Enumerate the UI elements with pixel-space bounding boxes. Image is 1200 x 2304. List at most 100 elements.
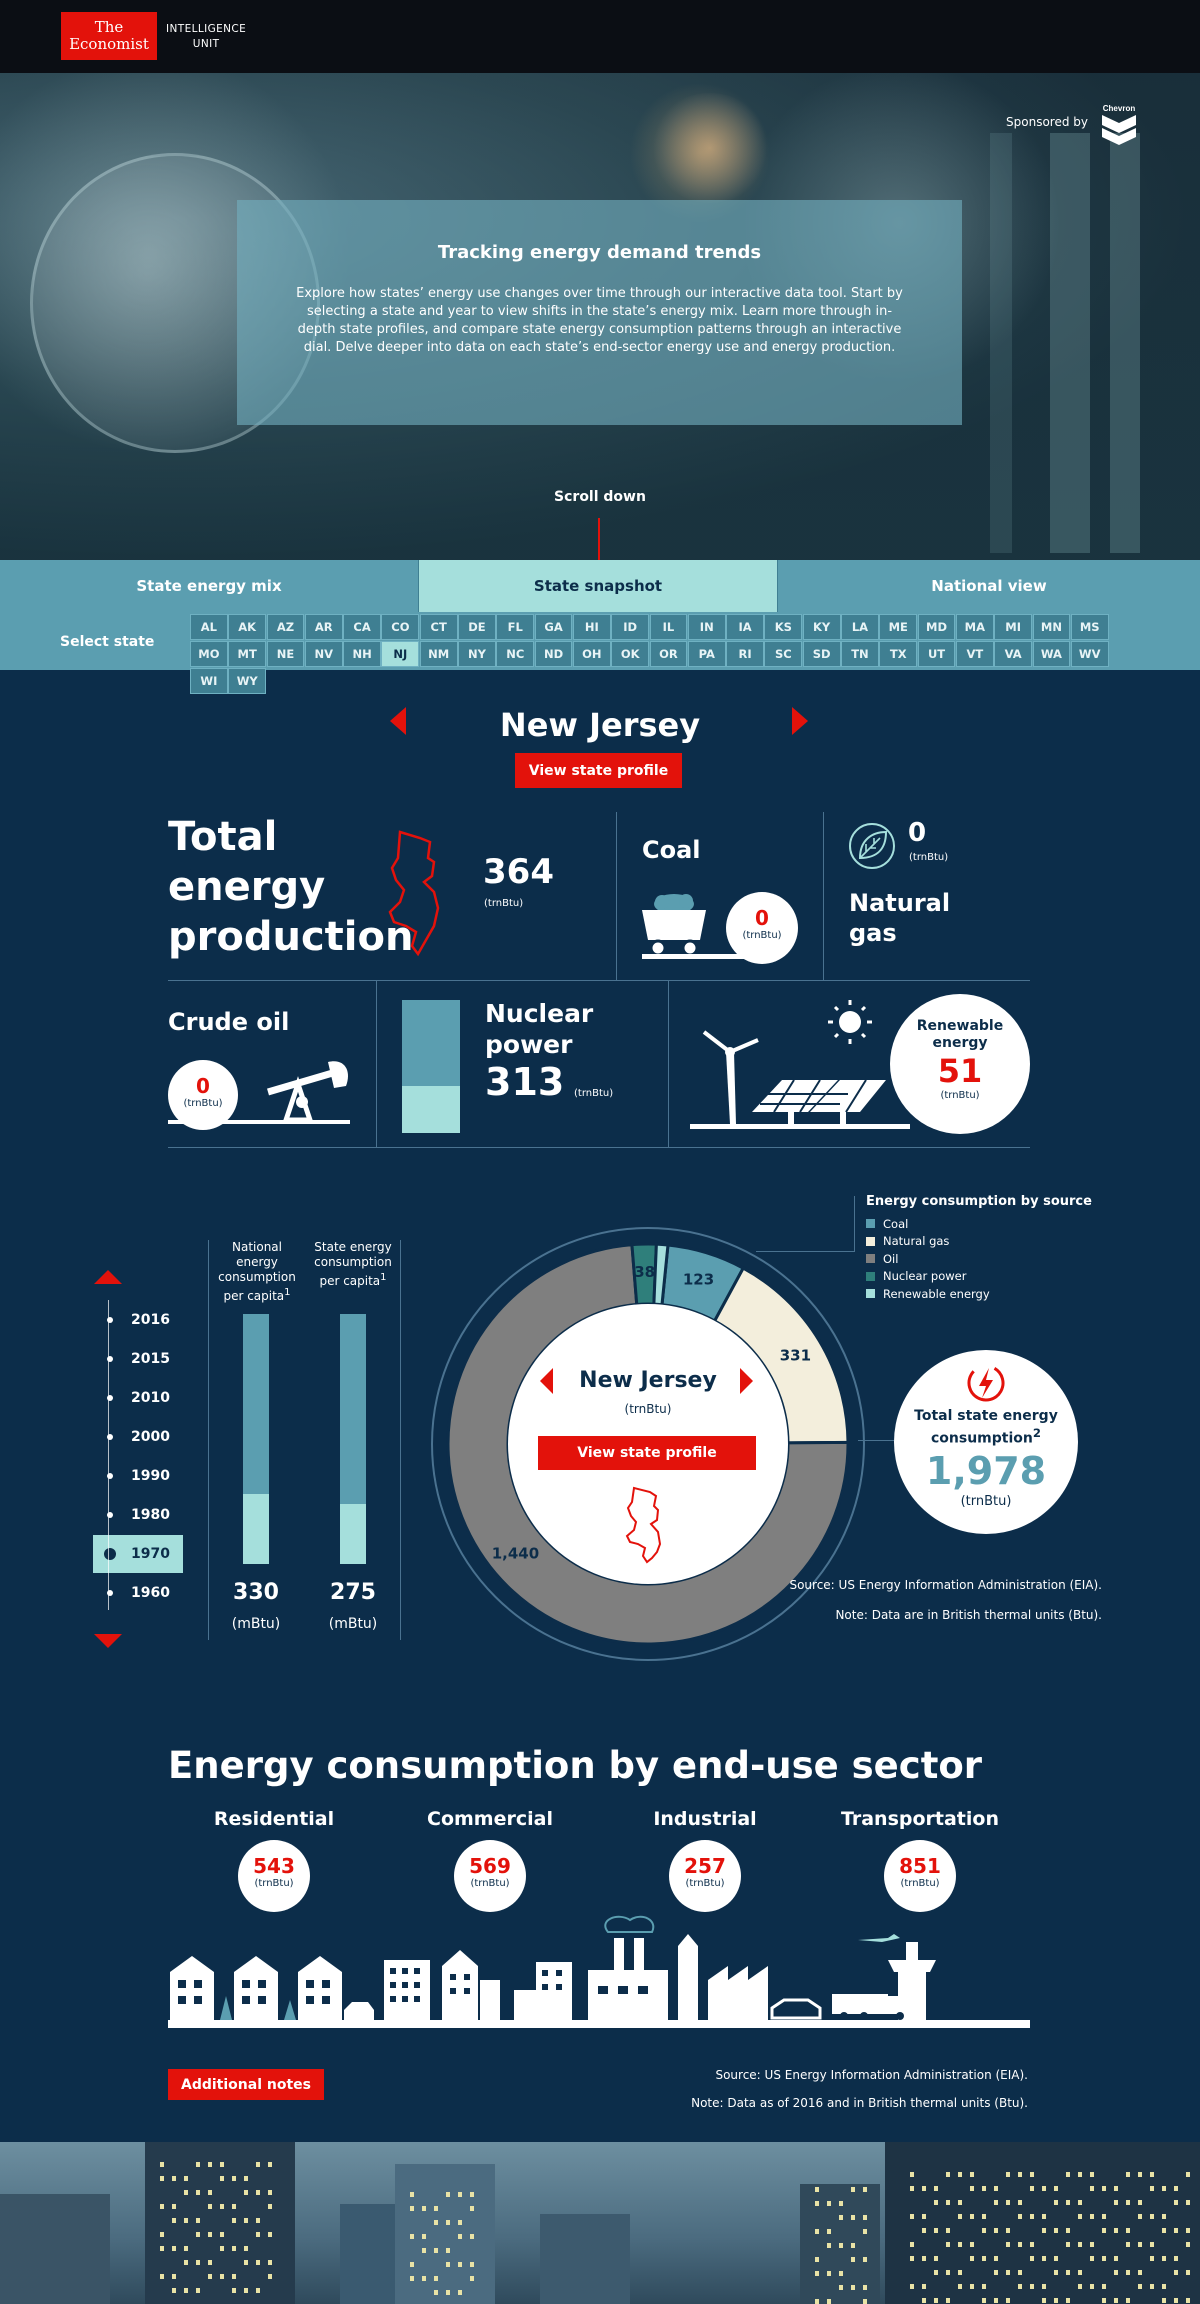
state-button-nd[interactable]: ND xyxy=(534,641,573,667)
dial-slice-label: 38 xyxy=(634,1263,655,1281)
state-button-ca[interactable]: CA xyxy=(343,614,381,640)
state-button-ct[interactable]: CT xyxy=(419,614,458,640)
state-button-ri[interactable]: RI xyxy=(726,641,764,667)
window-light xyxy=(458,2290,462,2295)
chevron-brand: Chevron xyxy=(1103,104,1136,113)
national-per-capita-unit: (mBtu) xyxy=(231,1616,281,1632)
state-button-wa[interactable]: WA xyxy=(1032,641,1071,667)
state-button-id[interactable]: ID xyxy=(611,614,650,640)
state-button-wy[interactable]: WY xyxy=(228,668,267,694)
dial-next-state-arrow[interactable] xyxy=(740,1368,753,1394)
state-button-nh[interactable]: NH xyxy=(343,641,381,667)
window-light xyxy=(958,2284,962,2289)
year-option-1960[interactable]: 1960 xyxy=(93,1574,183,1612)
window-light xyxy=(958,2242,962,2247)
state-button-nv[interactable]: NV xyxy=(304,641,343,667)
state-button-me[interactable]: ME xyxy=(879,614,918,640)
year-option-1970[interactable]: 1970 xyxy=(93,1535,183,1573)
state-button-mt[interactable]: MT xyxy=(228,641,267,667)
window-light xyxy=(172,2204,176,2209)
state-button-de[interactable]: DE xyxy=(458,614,496,640)
year-option-2010[interactable]: 2010 xyxy=(93,1379,183,1417)
consumption-dial[interactable]: 123 331 1,440 38 xyxy=(428,1224,868,1664)
state-button-il[interactable]: IL xyxy=(649,614,688,640)
state-button-ga[interactable]: GA xyxy=(534,614,573,640)
window-light xyxy=(982,2228,986,2233)
state-button-fl[interactable]: FL xyxy=(496,614,535,640)
year-up-arrow[interactable] xyxy=(94,1270,122,1284)
state-button-nj[interactable]: NJ xyxy=(381,641,420,667)
window-light xyxy=(434,2220,438,2225)
state-button-pa[interactable]: PA xyxy=(687,641,726,667)
year-dot-icon xyxy=(107,1356,113,1362)
state-button-nm[interactable]: NM xyxy=(419,641,458,667)
year-down-arrow[interactable] xyxy=(94,1634,122,1648)
state-button-wi[interactable]: WI xyxy=(190,668,228,694)
state-button-ne[interactable]: NE xyxy=(266,641,305,667)
state-button-oh[interactable]: OH xyxy=(572,641,611,667)
window-light xyxy=(244,2288,248,2293)
year-option-1980[interactable]: 1980 xyxy=(93,1496,183,1534)
tab-national-view[interactable]: National view xyxy=(931,577,1047,595)
state-button-or[interactable]: OR xyxy=(649,641,688,667)
window-light xyxy=(1054,2270,1058,2275)
view-state-profile-button[interactable]: View state profile xyxy=(515,753,682,788)
window-light xyxy=(1126,2242,1130,2247)
state-button-la[interactable]: LA xyxy=(841,614,879,640)
state-button-ky[interactable]: KY xyxy=(802,614,841,640)
legend-item: Oil xyxy=(866,1250,1092,1268)
state-button-va[interactable]: VA xyxy=(994,641,1033,667)
state-button-ny[interactable]: NY xyxy=(458,641,496,667)
state-button-az[interactable]: AZ xyxy=(266,614,305,640)
window-light xyxy=(910,2172,914,2177)
state-button-wv[interactable]: WV xyxy=(1070,641,1109,667)
state-button-ok[interactable]: OK xyxy=(611,641,650,667)
state-button-mo[interactable]: MO xyxy=(190,641,228,667)
state-button-mn[interactable]: MN xyxy=(1032,614,1071,640)
eiu-line-1: INTELLIGENCE xyxy=(166,23,247,35)
tab-state-energy-mix[interactable]: State energy mix xyxy=(0,560,419,612)
economist-logo[interactable]: The Economist xyxy=(61,12,157,60)
state-button-mi[interactable]: MI xyxy=(994,614,1033,640)
state-button-tx[interactable]: TX xyxy=(879,641,918,667)
state-button-in[interactable]: IN xyxy=(687,614,726,640)
natural-gas-unit: (trnBtu) xyxy=(909,852,949,863)
state-button-sc[interactable]: SC xyxy=(764,641,803,667)
window-light xyxy=(863,2257,867,2262)
next-state-arrow[interactable] xyxy=(792,707,808,735)
state-button-md[interactable]: MD xyxy=(917,614,956,640)
window-light xyxy=(1018,2172,1022,2177)
year-option-2016[interactable]: 2016 xyxy=(93,1301,183,1339)
state-button-ks[interactable]: KS xyxy=(764,614,803,640)
state-button-ia[interactable]: IA xyxy=(726,614,764,640)
sector-label-industrial: Industrial xyxy=(653,1808,757,1830)
year-option-2015[interactable]: 2015 xyxy=(93,1340,183,1378)
state-button-hi[interactable]: HI xyxy=(572,614,611,640)
additional-notes-button[interactable]: Additional notes xyxy=(168,2069,324,2100)
scroll-down-link[interactable]: Scroll down xyxy=(554,489,646,505)
state-button-vt[interactable]: VT xyxy=(955,641,994,667)
dial-previous-state-arrow[interactable] xyxy=(540,1368,553,1394)
year-option-2000[interactable]: 2000 xyxy=(93,1418,183,1456)
chevron-logo[interactable]: Chevron xyxy=(1098,103,1140,145)
state-button-ms[interactable]: MS xyxy=(1070,614,1109,640)
state-button-ak[interactable]: AK xyxy=(228,614,267,640)
previous-state-arrow[interactable] xyxy=(390,707,406,735)
tab-state-snapshot[interactable]: State snapshot xyxy=(419,560,778,612)
state-button-al[interactable]: AL xyxy=(190,614,228,640)
state-button-ar[interactable]: AR xyxy=(304,614,343,640)
natural-gas-value: 0 xyxy=(908,818,927,848)
state-button-tn[interactable]: TN xyxy=(841,641,879,667)
state-button-nc[interactable]: NC xyxy=(496,641,535,667)
dial-view-state-profile-button[interactable]: View state profile xyxy=(538,1436,756,1470)
window-light xyxy=(208,2260,212,2265)
state-button-ma[interactable]: MA xyxy=(955,614,994,640)
window-light xyxy=(946,2270,950,2275)
legend-items: Coal Natural gas Oil Nuclear power Renewable… xyxy=(866,1215,1092,1303)
state-button-sd[interactable]: SD xyxy=(802,641,841,667)
window-light xyxy=(863,2215,867,2220)
state-button-ut[interactable]: UT xyxy=(917,641,956,667)
state-button-co[interactable]: CO xyxy=(381,614,420,640)
window-light xyxy=(910,2242,914,2247)
year-option-1990[interactable]: 1990 xyxy=(93,1457,183,1495)
